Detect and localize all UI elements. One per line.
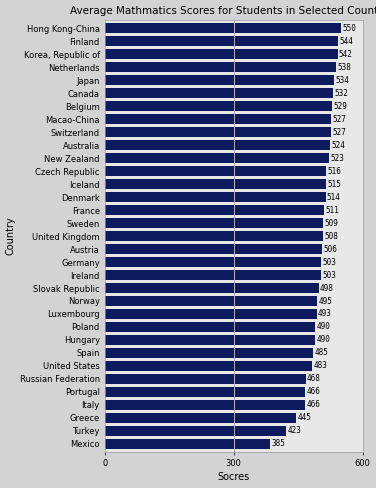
Bar <box>105 205 324 215</box>
Text: 466: 466 <box>306 400 320 409</box>
Text: 490: 490 <box>317 335 331 345</box>
Bar <box>105 218 323 228</box>
Text: 445: 445 <box>297 413 311 423</box>
Text: 532: 532 <box>335 89 349 98</box>
Bar <box>105 413 296 423</box>
Bar <box>105 102 332 111</box>
Text: 385: 385 <box>271 439 285 448</box>
Text: 538: 538 <box>337 63 351 72</box>
Bar <box>105 270 321 280</box>
Text: 483: 483 <box>314 362 327 370</box>
Bar <box>105 192 326 202</box>
Text: 490: 490 <box>317 323 331 331</box>
Text: 495: 495 <box>319 297 332 305</box>
Text: 503: 503 <box>322 258 336 266</box>
Text: 493: 493 <box>318 309 332 319</box>
Text: 508: 508 <box>324 232 338 241</box>
Bar <box>105 244 322 254</box>
X-axis label: Socres: Socres <box>217 472 250 483</box>
Bar <box>105 400 305 410</box>
Text: 511: 511 <box>326 205 340 215</box>
Text: 529: 529 <box>333 102 347 111</box>
Text: 498: 498 <box>320 284 334 292</box>
Text: 527: 527 <box>332 115 346 123</box>
Bar <box>105 140 330 150</box>
Text: 506: 506 <box>323 244 337 254</box>
Text: 524: 524 <box>331 141 345 150</box>
Bar <box>105 62 336 72</box>
Text: 503: 503 <box>322 270 336 280</box>
Bar <box>105 283 319 293</box>
Bar <box>105 75 334 85</box>
Bar <box>105 114 331 124</box>
Text: 509: 509 <box>325 219 338 227</box>
Title: Average Mathmatics Scores for Students in Selected Countries: Average Mathmatics Scores for Students i… <box>70 5 376 16</box>
Bar <box>105 426 287 436</box>
Bar <box>105 296 317 306</box>
Text: 550: 550 <box>342 24 356 33</box>
Bar <box>105 88 333 98</box>
Bar <box>105 387 305 397</box>
Text: 534: 534 <box>335 76 349 85</box>
Bar <box>105 23 341 33</box>
Bar <box>105 374 306 384</box>
Text: 516: 516 <box>328 166 341 176</box>
Text: 515: 515 <box>327 180 341 189</box>
Bar <box>105 257 321 267</box>
Text: 514: 514 <box>327 193 341 202</box>
Bar <box>105 361 312 371</box>
Text: 527: 527 <box>332 128 346 137</box>
Bar <box>105 166 326 176</box>
Bar <box>105 439 270 449</box>
Text: 468: 468 <box>307 374 321 384</box>
Bar <box>105 127 331 137</box>
Bar <box>105 335 315 345</box>
Text: 423: 423 <box>288 427 302 435</box>
Text: 466: 466 <box>306 387 320 396</box>
Bar <box>105 179 326 189</box>
Text: 523: 523 <box>331 154 344 163</box>
Bar <box>105 322 315 332</box>
Text: 544: 544 <box>340 37 353 46</box>
Bar <box>105 231 323 241</box>
Bar <box>105 309 317 319</box>
Bar <box>105 37 338 46</box>
Y-axis label: Country: Country <box>6 217 15 255</box>
Bar <box>105 49 338 59</box>
Text: 542: 542 <box>339 50 353 59</box>
Bar <box>105 348 313 358</box>
Bar <box>105 153 329 163</box>
Text: 485: 485 <box>314 348 328 357</box>
